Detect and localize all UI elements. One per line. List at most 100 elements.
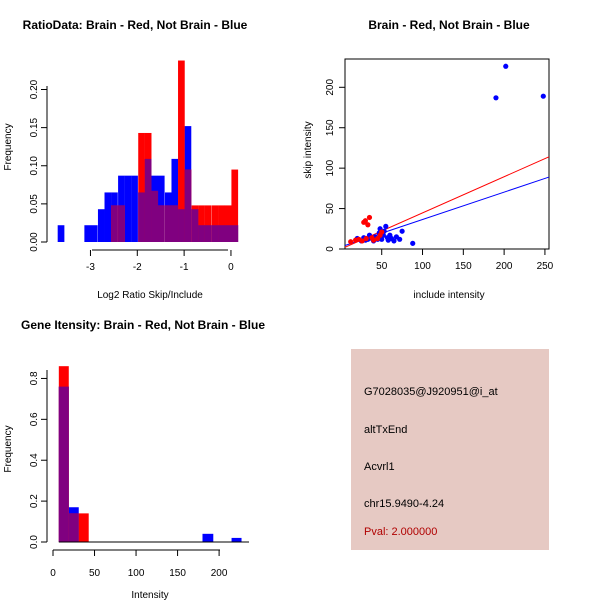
point-brain-0 [348, 239, 354, 245]
point-brain-5 [362, 218, 368, 224]
ratio-bar-overlap-10 [191, 209, 199, 242]
point-notbrain-20 [391, 238, 397, 244]
point-notbrain-27 [540, 93, 546, 99]
scatter-y-tick-label: 200 [325, 79, 336, 96]
point-brain-10 [370, 237, 377, 243]
ratio-y-tick-label: 0.10 [29, 156, 40, 176]
ratio-bar-brain-15 [224, 205, 232, 242]
scatter-y-label: skip intensity [303, 121, 314, 178]
intensity-y-ticks: 0.0 0.2 0.4 0.6 0.8 [29, 371, 47, 549]
ratio-x-tick-label: 0 [228, 262, 234, 273]
fit-line-brain [344, 156, 550, 248]
scatter-plot-box [344, 58, 550, 250]
scatter-points [348, 63, 546, 246]
ratio-bar-notbrain-14 [171, 158, 179, 242]
ratio-bar-brain-11 [198, 205, 205, 242]
point-brain-6 [363, 235, 369, 242]
ratio-bar-overlap-8 [178, 209, 185, 242]
ratio-bar-brain-8 [178, 60, 185, 243]
scatter-y-tick-label: 50 [325, 203, 336, 215]
intensity-y-tick-label: 0.4 [29, 453, 40, 467]
ratio-bar-notbrain-7 [124, 175, 132, 242]
ratio-bar-brain-2 [138, 132, 145, 242]
ratio-bar-overlap-2 [138, 192, 145, 242]
point-notbrain-22 [397, 236, 403, 242]
intensity-bar-notbrain-3 [231, 537, 242, 542]
intensity-x-tick-label: 50 [89, 568, 101, 579]
ratio-bar-overlap-5 [157, 205, 165, 242]
intensity-bar-overlap-0 [58, 386, 69, 542]
ratio-y-tick-label: 0.05 [29, 194, 40, 214]
intensity-x-ticks: 0 50 100 150 200 [50, 550, 228, 579]
ratio-x-ticks: -3 -2 -1 0 [86, 250, 234, 273]
intensity-x-tick-label: 200 [211, 568, 228, 579]
point-notbrain-24 [410, 240, 416, 246]
ratio-y-tick-label: 0.15 [29, 117, 40, 137]
gene-info-panel: G7028035@J920951@i_at altTxEnd Acvrl1 ch… [351, 349, 549, 550]
ratio-bar-notbrain-2 [90, 225, 98, 242]
intensity-bar-brain-2 [78, 513, 89, 542]
point-notbrain-25 [493, 95, 499, 101]
ratio-bar-overlap-9 [184, 169, 192, 242]
point-brain-13 [379, 229, 385, 235]
ratio-bar-overlap-14 [218, 225, 226, 242]
intensity-bar-overlap-1 [68, 513, 79, 542]
ratio-bar-overlap-4 [151, 190, 159, 242]
intensity-x-tick-label: 100 [128, 568, 145, 579]
point-brain-8 [366, 214, 373, 221]
intensity-title: Gene Itensity: Brain - Red, Not Brain - … [21, 318, 265, 332]
point-notbrain-26 [503, 63, 509, 69]
ratio-bar-brain-14 [218, 205, 226, 242]
ratio-x-tick-label: -2 [133, 262, 142, 273]
intensity-y-tick-label: 0.8 [29, 371, 40, 385]
ratio-bar-overlap-1 [118, 205, 125, 242]
scatter-x-tick-label: 100 [414, 261, 431, 272]
probe-id: G7028035@J920951@i_at [364, 386, 498, 398]
scatter-y-tick-label: 100 [325, 159, 336, 176]
ratio-bar-overlap-3 [144, 158, 152, 242]
scatter-x-tick-label: 150 [455, 261, 472, 272]
ratio-x-tick-label: -3 [86, 262, 95, 273]
ratio-title: RatioData: Brain - Red, Not Brain - Blue [23, 18, 248, 32]
scatter-x-tick-label: 250 [537, 261, 554, 272]
ratio-y-label: Frequency [3, 123, 14, 170]
ratio-bar-overlap-16 [231, 225, 239, 242]
ratio-bar-notbrain-0 [57, 225, 65, 242]
ratio-bar-brain-12 [204, 205, 212, 242]
scatter-x-tick-label: 200 [496, 261, 513, 272]
scatter-y-tick-label: 150 [325, 119, 336, 136]
ratio-bar-overlap-15 [224, 225, 232, 242]
ratio-bar-brain-16 [231, 169, 239, 242]
ratio-bar-notbrain-4 [104, 192, 112, 242]
ratio-bar-overlap-0 [111, 205, 118, 242]
intensity-panel: Gene Itensity: Brain - Red, Not Brain - … [3, 318, 265, 600]
point-brain-7 [365, 222, 371, 228]
intensity-y-tick-label: 0.2 [29, 494, 40, 508]
intensity-y-tick-label: 0.6 [29, 412, 40, 426]
scatter-x-tick-label: 50 [376, 261, 388, 272]
scatter-x-ticks: 50 100 150 200 250 [376, 249, 554, 272]
scatter-title: Brain - Red, Not Brain - Blue [368, 18, 530, 32]
gene-symbol: Acvrl1 [364, 461, 395, 473]
ratio-y-tick-label: 0.20 [29, 79, 40, 99]
scatter-y-tick-label: 0 [325, 246, 336, 252]
scatter-panel: Brain - Red, Not Brain - Blue 50 100 150 20… [303, 18, 554, 301]
point-brain-3 [359, 238, 365, 244]
intensity-x-label: Intensity [131, 590, 168, 600]
ratio-x-tick-label: -1 [180, 262, 189, 273]
ratio-bar-brain-13 [211, 205, 219, 242]
intensity-y-tick-label: 0.0 [29, 535, 40, 549]
ratio-bar-overlap-7 [171, 205, 179, 242]
intensity-bars [58, 366, 249, 543]
point-notbrain-23 [399, 228, 405, 234]
ratio-bar-notbrain-3 [97, 209, 105, 242]
ratio-bar-notbrain-1 [84, 225, 92, 242]
event-type: altTxEnd [364, 424, 408, 436]
intensity-y-label: Frequency [3, 425, 14, 472]
ratio-bar-notbrain-8 [131, 175, 138, 242]
ratio-bars [57, 60, 239, 243]
ratio-bar-overlap-12 [204, 225, 212, 242]
ratio-y-tick-label: 0.00 [29, 232, 40, 252]
genomic-location: chr15.9490-4.24 [364, 498, 445, 510]
